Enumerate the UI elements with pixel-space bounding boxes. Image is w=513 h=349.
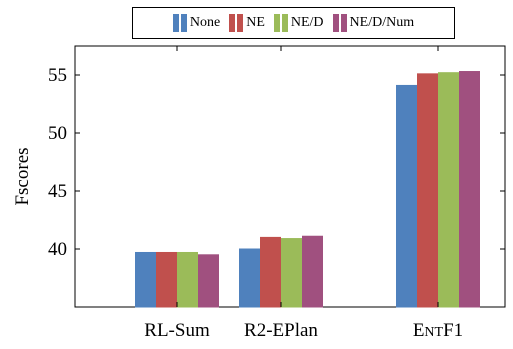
legend-swatch bbox=[229, 14, 244, 32]
bar-ne-d-num-1 bbox=[302, 235, 323, 308]
x-tick-label: ENTF1 bbox=[413, 320, 463, 341]
legend-item: None bbox=[172, 14, 221, 32]
bar-ne-d-1 bbox=[281, 238, 302, 308]
y-axis-title: Fscores bbox=[12, 147, 33, 205]
plot-area: 40 45 50 55 RL-Sum R2-EPlan ENTF1 bbox=[48, 45, 506, 341]
x-tick-label: RL-Sum bbox=[144, 320, 210, 341]
legend-label: None bbox=[189, 15, 221, 30]
y-tick-label: 55 bbox=[48, 65, 67, 86]
bar-none-0 bbox=[135, 251, 156, 308]
legend: None NE NE/D NE/D/Num bbox=[132, 7, 455, 39]
legend-swatch bbox=[332, 14, 347, 32]
y-tick-label: 45 bbox=[48, 181, 67, 202]
legend-swatch bbox=[273, 14, 288, 32]
legend-item: NE/D/Num bbox=[332, 14, 415, 32]
x-tick-label: R2-EPlan bbox=[244, 320, 318, 341]
y-tick-label: 40 bbox=[48, 239, 67, 260]
bar-ne-d-2 bbox=[438, 72, 459, 308]
bar-ne-d-num-0 bbox=[198, 254, 219, 308]
y-tick-label: 50 bbox=[48, 123, 67, 144]
legend-label: NE bbox=[246, 15, 265, 30]
bar-ne-2 bbox=[417, 73, 438, 308]
legend-swatch bbox=[172, 14, 187, 32]
legend-label: NE/D/Num bbox=[349, 15, 415, 30]
bar-none-2 bbox=[396, 84, 417, 308]
bar-ne-0 bbox=[156, 251, 177, 308]
legend-label: NE/D bbox=[290, 15, 324, 30]
bar-ne-d-num-2 bbox=[459, 71, 480, 308]
bar-none-1 bbox=[239, 248, 260, 308]
bar-ne-1 bbox=[260, 236, 281, 308]
bar-ne-d-0 bbox=[177, 251, 198, 308]
legend-item: NE bbox=[229, 14, 265, 32]
legend-item: NE/D bbox=[273, 14, 324, 32]
